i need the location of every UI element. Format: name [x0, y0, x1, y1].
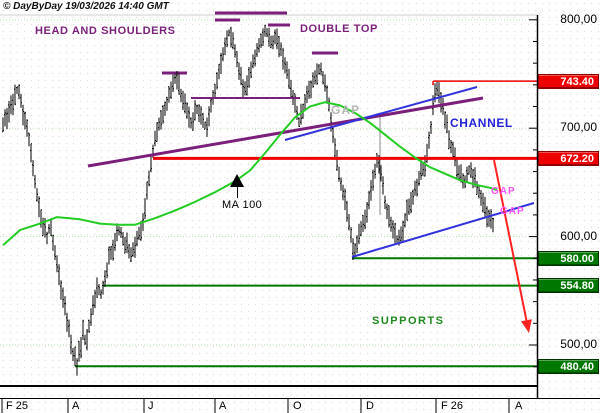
y-axis-label-600: 600,00 [560, 228, 597, 243]
x-axis-label-o: O [293, 400, 302, 412]
y-axis-label-700: 700,00 [560, 120, 597, 135]
price-badge-480.40: 480.40 [538, 358, 599, 374]
x-axis-label-a: A [515, 400, 523, 412]
trendline-channel-upper [284, 86, 478, 141]
x-axis-label-a: A [219, 400, 227, 412]
x-axis-label-j: J [148, 400, 154, 412]
price-badge-554.80: 554.80 [538, 278, 599, 294]
down-arrow-head-icon [521, 319, 532, 333]
price-badge-743.40: 743.40 [538, 73, 599, 89]
x-axis-label-f-26: F 26 [441, 400, 464, 412]
price-badge-672.20: 672.20 [538, 150, 599, 166]
down-arrow-line [493, 159, 528, 321]
channel-label: CHANNEL [450, 116, 513, 130]
gap-label-magenta-1: GAP [491, 186, 516, 197]
head-and-shoulders-label: HEAD AND SHOULDERS [35, 25, 176, 37]
ma100-arrow-stem [237, 187, 238, 198]
ma100-line [2, 101, 498, 247]
gap-label-gray: GAP [331, 103, 361, 117]
y-axis-label-500: 500,00 [560, 337, 597, 351]
trendline-rising-trendline [87, 96, 484, 168]
price-badge-580.00: 580.00 [538, 250, 599, 266]
supports-label: SUPPORTS [372, 315, 445, 327]
double-top-label: DOUBLE TOP [300, 23, 378, 35]
ma100-arrow-icon [230, 174, 244, 187]
copyright-text: © DayByDay 19/03/2026 14:40 GMT [3, 1, 169, 12]
x-axis-label-d: D [366, 400, 374, 412]
x-axis-label-a: A [72, 400, 80, 412]
gap-label-magenta-2: GAP [500, 206, 525, 217]
x-axis-label-f-25: F 25 [6, 400, 29, 412]
ma100-label: MA 100 [222, 199, 263, 211]
y-axis-label-800: 800,00 [560, 11, 597, 26]
